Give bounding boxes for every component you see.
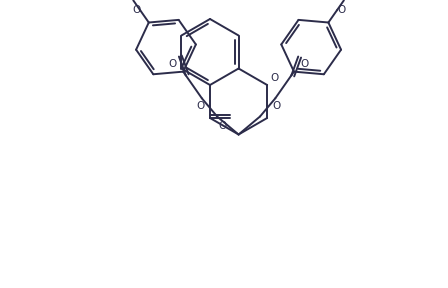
Text: O: O — [300, 58, 309, 69]
Text: O: O — [272, 101, 280, 111]
Text: O: O — [197, 101, 205, 111]
Text: O: O — [169, 58, 177, 69]
Text: O: O — [337, 5, 345, 15]
Text: O: O — [270, 73, 278, 83]
Text: O: O — [219, 121, 227, 131]
Text: O: O — [132, 5, 140, 15]
